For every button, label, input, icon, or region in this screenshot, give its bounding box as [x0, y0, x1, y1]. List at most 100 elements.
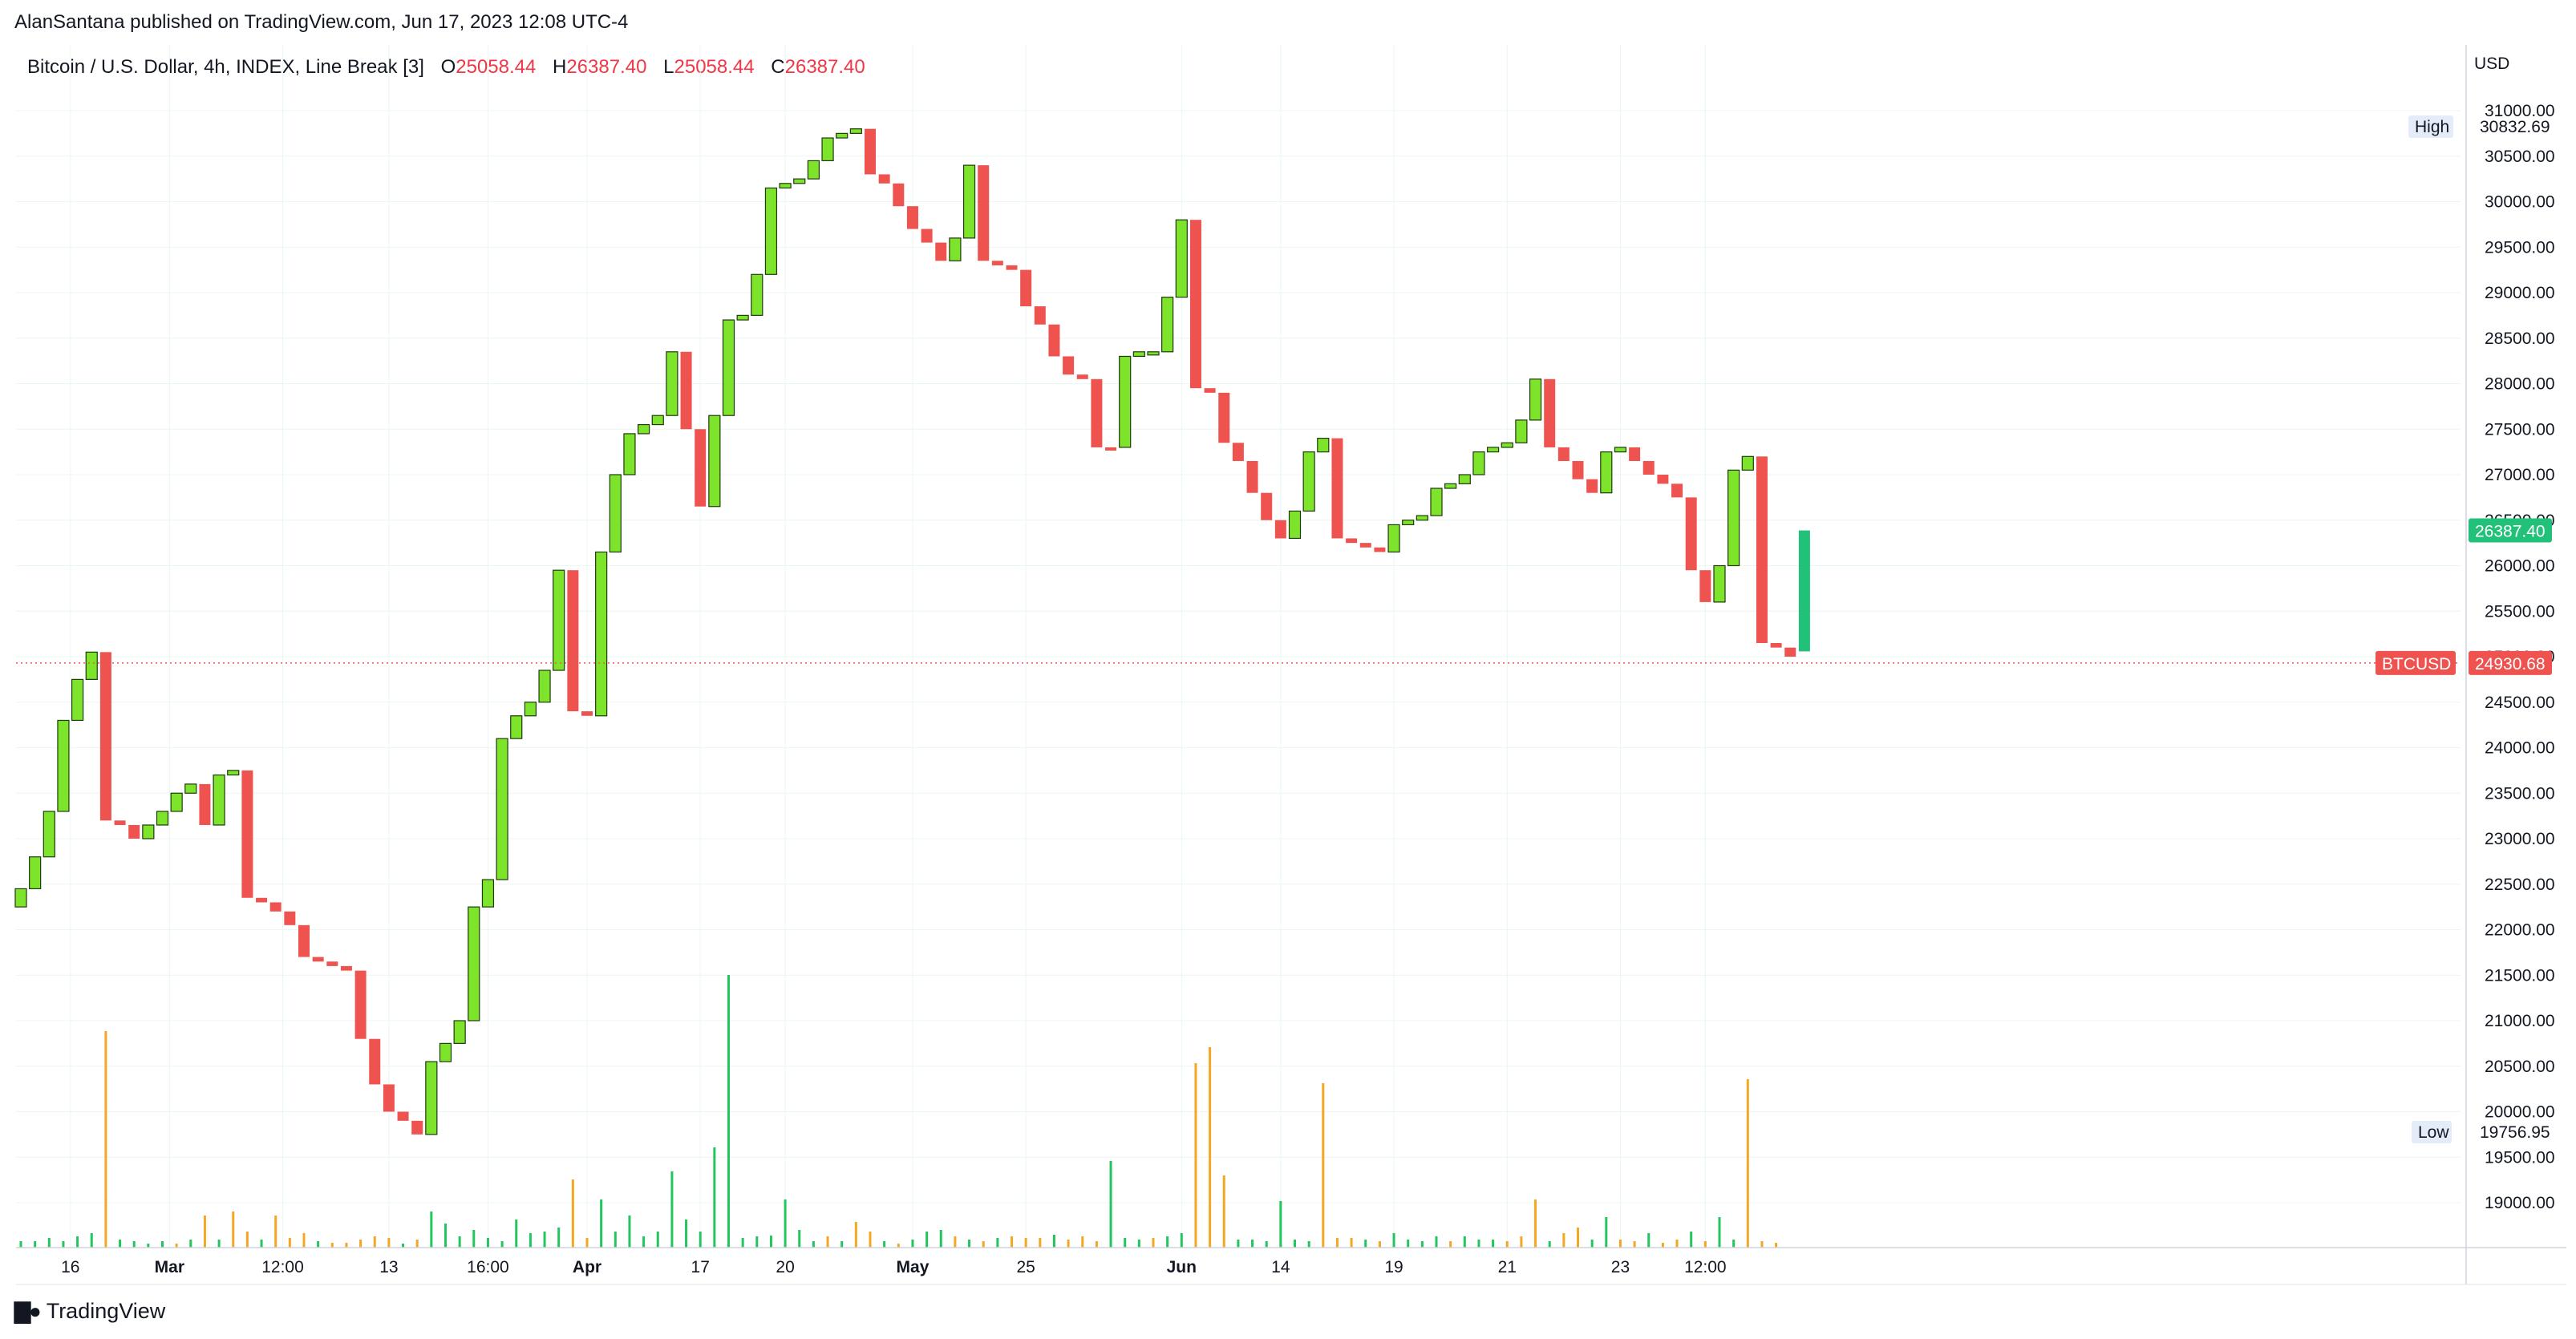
x-tick-label: 23: [1611, 1258, 1630, 1276]
volume-bar: [1039, 1238, 1042, 1248]
line-break-box: [553, 569, 565, 671]
volume-bar: [954, 1236, 957, 1248]
price-axis[interactable]: USD 19000.00 19500.00 20000.00 20500.00 2100…: [2474, 55, 2555, 1212]
time-axis[interactable]: 16 Mar 12:00 13 16:00 Apr 17 20 May 25 Jun 14 19 21 23…: [61, 1258, 1727, 1276]
x-tick-label: Mar: [155, 1258, 184, 1276]
volume-bar: [1548, 1241, 1551, 1248]
x-tick-label: 25: [1016, 1258, 1035, 1276]
current-symbol-tag: [2376, 650, 2456, 675]
volume-bar: [1463, 1236, 1466, 1248]
volume-bar: [812, 1241, 815, 1248]
volume-bar: [1124, 1238, 1127, 1248]
line-break-box: [199, 783, 211, 825]
line-break-box: [1657, 475, 1669, 484]
y-tick-label: 22000.00: [2485, 921, 2555, 940]
current-price-value: 24930.68: [2475, 655, 2546, 674]
line-break-box: [1529, 378, 1542, 421]
line-break-box: [623, 433, 636, 475]
volume-bar: [1690, 1232, 1693, 1248]
line-break-box: [722, 319, 735, 416]
volume-bar: [1420, 1241, 1424, 1248]
y-tick-label: 20000.00: [2485, 1103, 2555, 1122]
volume-bar: [1137, 1240, 1140, 1248]
volume-bar: [1675, 1240, 1679, 1248]
volume-bar: [387, 1238, 391, 1248]
volume-bar: [784, 1199, 787, 1248]
low-tag-label: Low: [2418, 1123, 2449, 1142]
y-tick-label: 30000.00: [2485, 193, 2555, 212]
line-break-box: [1048, 324, 1060, 357]
line-break-box: [57, 719, 70, 812]
volume-bar: [217, 1240, 221, 1248]
x-tick-label: 17: [691, 1258, 710, 1276]
volume-bar: [373, 1236, 376, 1248]
volume-bar: [911, 1240, 914, 1248]
line-break-box: [1756, 456, 1768, 643]
legend-low-key: L: [663, 56, 674, 78]
line-break-box: [312, 957, 324, 962]
volume-bar: [47, 1238, 51, 1248]
volume-bar: [1562, 1233, 1565, 1248]
volume-bar: [500, 1241, 504, 1248]
line-break-box: [978, 165, 990, 261]
legend-close-value: 26387.40: [784, 56, 865, 78]
legend-symbol[interactable]: Bitcoin / U.S. Dollar, 4h, INDEX, Line B…: [27, 56, 424, 78]
line-break-box: [1486, 447, 1500, 453]
volume-bar: [571, 1179, 574, 1248]
line-break-box: [453, 1020, 466, 1044]
line-break-box: [1685, 497, 1697, 571]
high-value-label: 30832.69: [2480, 118, 2550, 136]
volume-bar: [34, 1241, 37, 1248]
line-break-box: [1119, 355, 1132, 448]
line-break-box: [397, 1111, 409, 1121]
volume-bar: [1322, 1083, 1325, 1248]
line-break-box: [1472, 451, 1485, 475]
volume-bar: [869, 1232, 872, 1248]
volume-bar: [203, 1216, 206, 1248]
line-break-box: [524, 702, 537, 717]
volume-bar: [1265, 1241, 1268, 1248]
line-break-box: [1741, 455, 1754, 471]
line-break-box: [1274, 520, 1286, 539]
tradingview-logo[interactable]: ▇● TradingView: [14, 1299, 165, 1324]
line-break-box: [906, 206, 918, 229]
volume-bar: [798, 1230, 801, 1248]
volume-bar: [1166, 1236, 1169, 1248]
volume-bar: [642, 1236, 646, 1248]
line-break-box: [1671, 483, 1683, 498]
x-tick-label: 20: [776, 1258, 794, 1276]
line-break-box: [1034, 306, 1046, 325]
line-break-box: [213, 774, 225, 826]
x-tick-label: 14: [1271, 1258, 1290, 1276]
line-break-box: [962, 164, 976, 239]
line-break-box: [227, 770, 240, 776]
volume-bar: [288, 1238, 291, 1248]
volume-bar: [925, 1232, 929, 1248]
volume-bar: [1294, 1240, 1296, 1248]
line-break-box: [496, 738, 508, 880]
line-break-box: [708, 415, 721, 508]
line-break-box: [1515, 419, 1528, 443]
volume-bar: [854, 1222, 857, 1248]
volume-bar: [1194, 1063, 1197, 1248]
y-tick-label: 23500.00: [2485, 784, 2555, 803]
line-break-box: [411, 1120, 423, 1135]
line-break-box: [1204, 388, 1216, 393]
line-break-box: [921, 229, 933, 243]
low-value-label: 19756.95: [2480, 1123, 2550, 1142]
line-break-box: [29, 856, 42, 890]
y-tick-label: 31000.00: [2485, 102, 2555, 120]
volume-bar: [175, 1244, 178, 1248]
line-break-box: [1006, 265, 1018, 270]
line-break-box: [1784, 647, 1796, 657]
line-break-box: [114, 820, 126, 825]
line-break-box: [779, 183, 792, 189]
line-break-box: [99, 652, 111, 821]
volume-bar: [1703, 1241, 1707, 1248]
line-break-box: [1302, 451, 1315, 512]
volume-bar: [1577, 1228, 1579, 1248]
legend-low-value: 25058.44: [674, 56, 755, 78]
line-break-box: [736, 314, 749, 321]
volume-bar: [302, 1233, 306, 1248]
